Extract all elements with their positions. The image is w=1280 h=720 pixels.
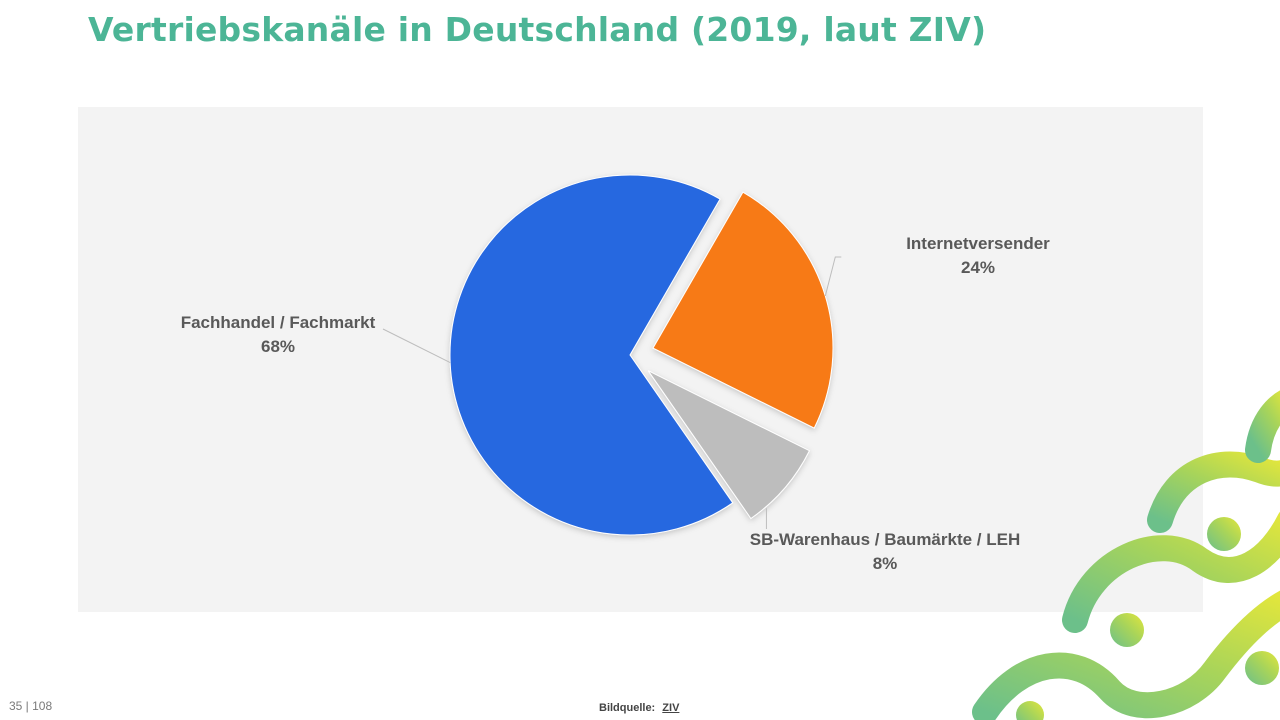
page-number: 35 | 108 <box>9 699 53 713</box>
pie-slice-sb-warenhaus <box>647 370 811 520</box>
image-source: Bildquelle: ZIV <box>599 702 679 714</box>
slice-label-fachhandel-value: 68% <box>260 337 296 356</box>
chart-panel: Fachhandel / Fachmarkt 68% Internetverse… <box>78 107 1203 612</box>
slice-label-internet-name: Internetversender <box>906 234 1050 253</box>
slice-label-sb-warenhaus-value: 8% <box>872 554 898 573</box>
slice-label-sb-warenhaus: SB-Warenhaus / Baumärkte / LEH 8% <box>740 528 1030 576</box>
slice-label-sb-warenhaus-name: SB-Warenhaus / Baumärkte / LEH <box>749 530 1021 549</box>
slice-label-fachhandel-name: Fachhandel / Fachmarkt <box>180 313 376 332</box>
slice-label-internet-value: 24% <box>960 258 996 277</box>
leader-line-internet <box>824 256 842 297</box>
slice-label-fachhandel: Fachhandel / Fachmarkt 68% <box>153 311 403 359</box>
pie-chart <box>382 174 842 536</box>
leader-line-fachhandel <box>382 328 451 363</box>
slice-label-internet: Internetversender 24% <box>848 232 1108 280</box>
source-label: Bildquelle: <box>599 702 656 714</box>
pie-slice-fachhandel <box>449 174 734 536</box>
source-link[interactable]: ZIV <box>662 702 680 714</box>
slide-title: Vertriebskanäle in Deutschland (2019, la… <box>88 10 987 49</box>
pie-slice-internet <box>652 191 834 429</box>
